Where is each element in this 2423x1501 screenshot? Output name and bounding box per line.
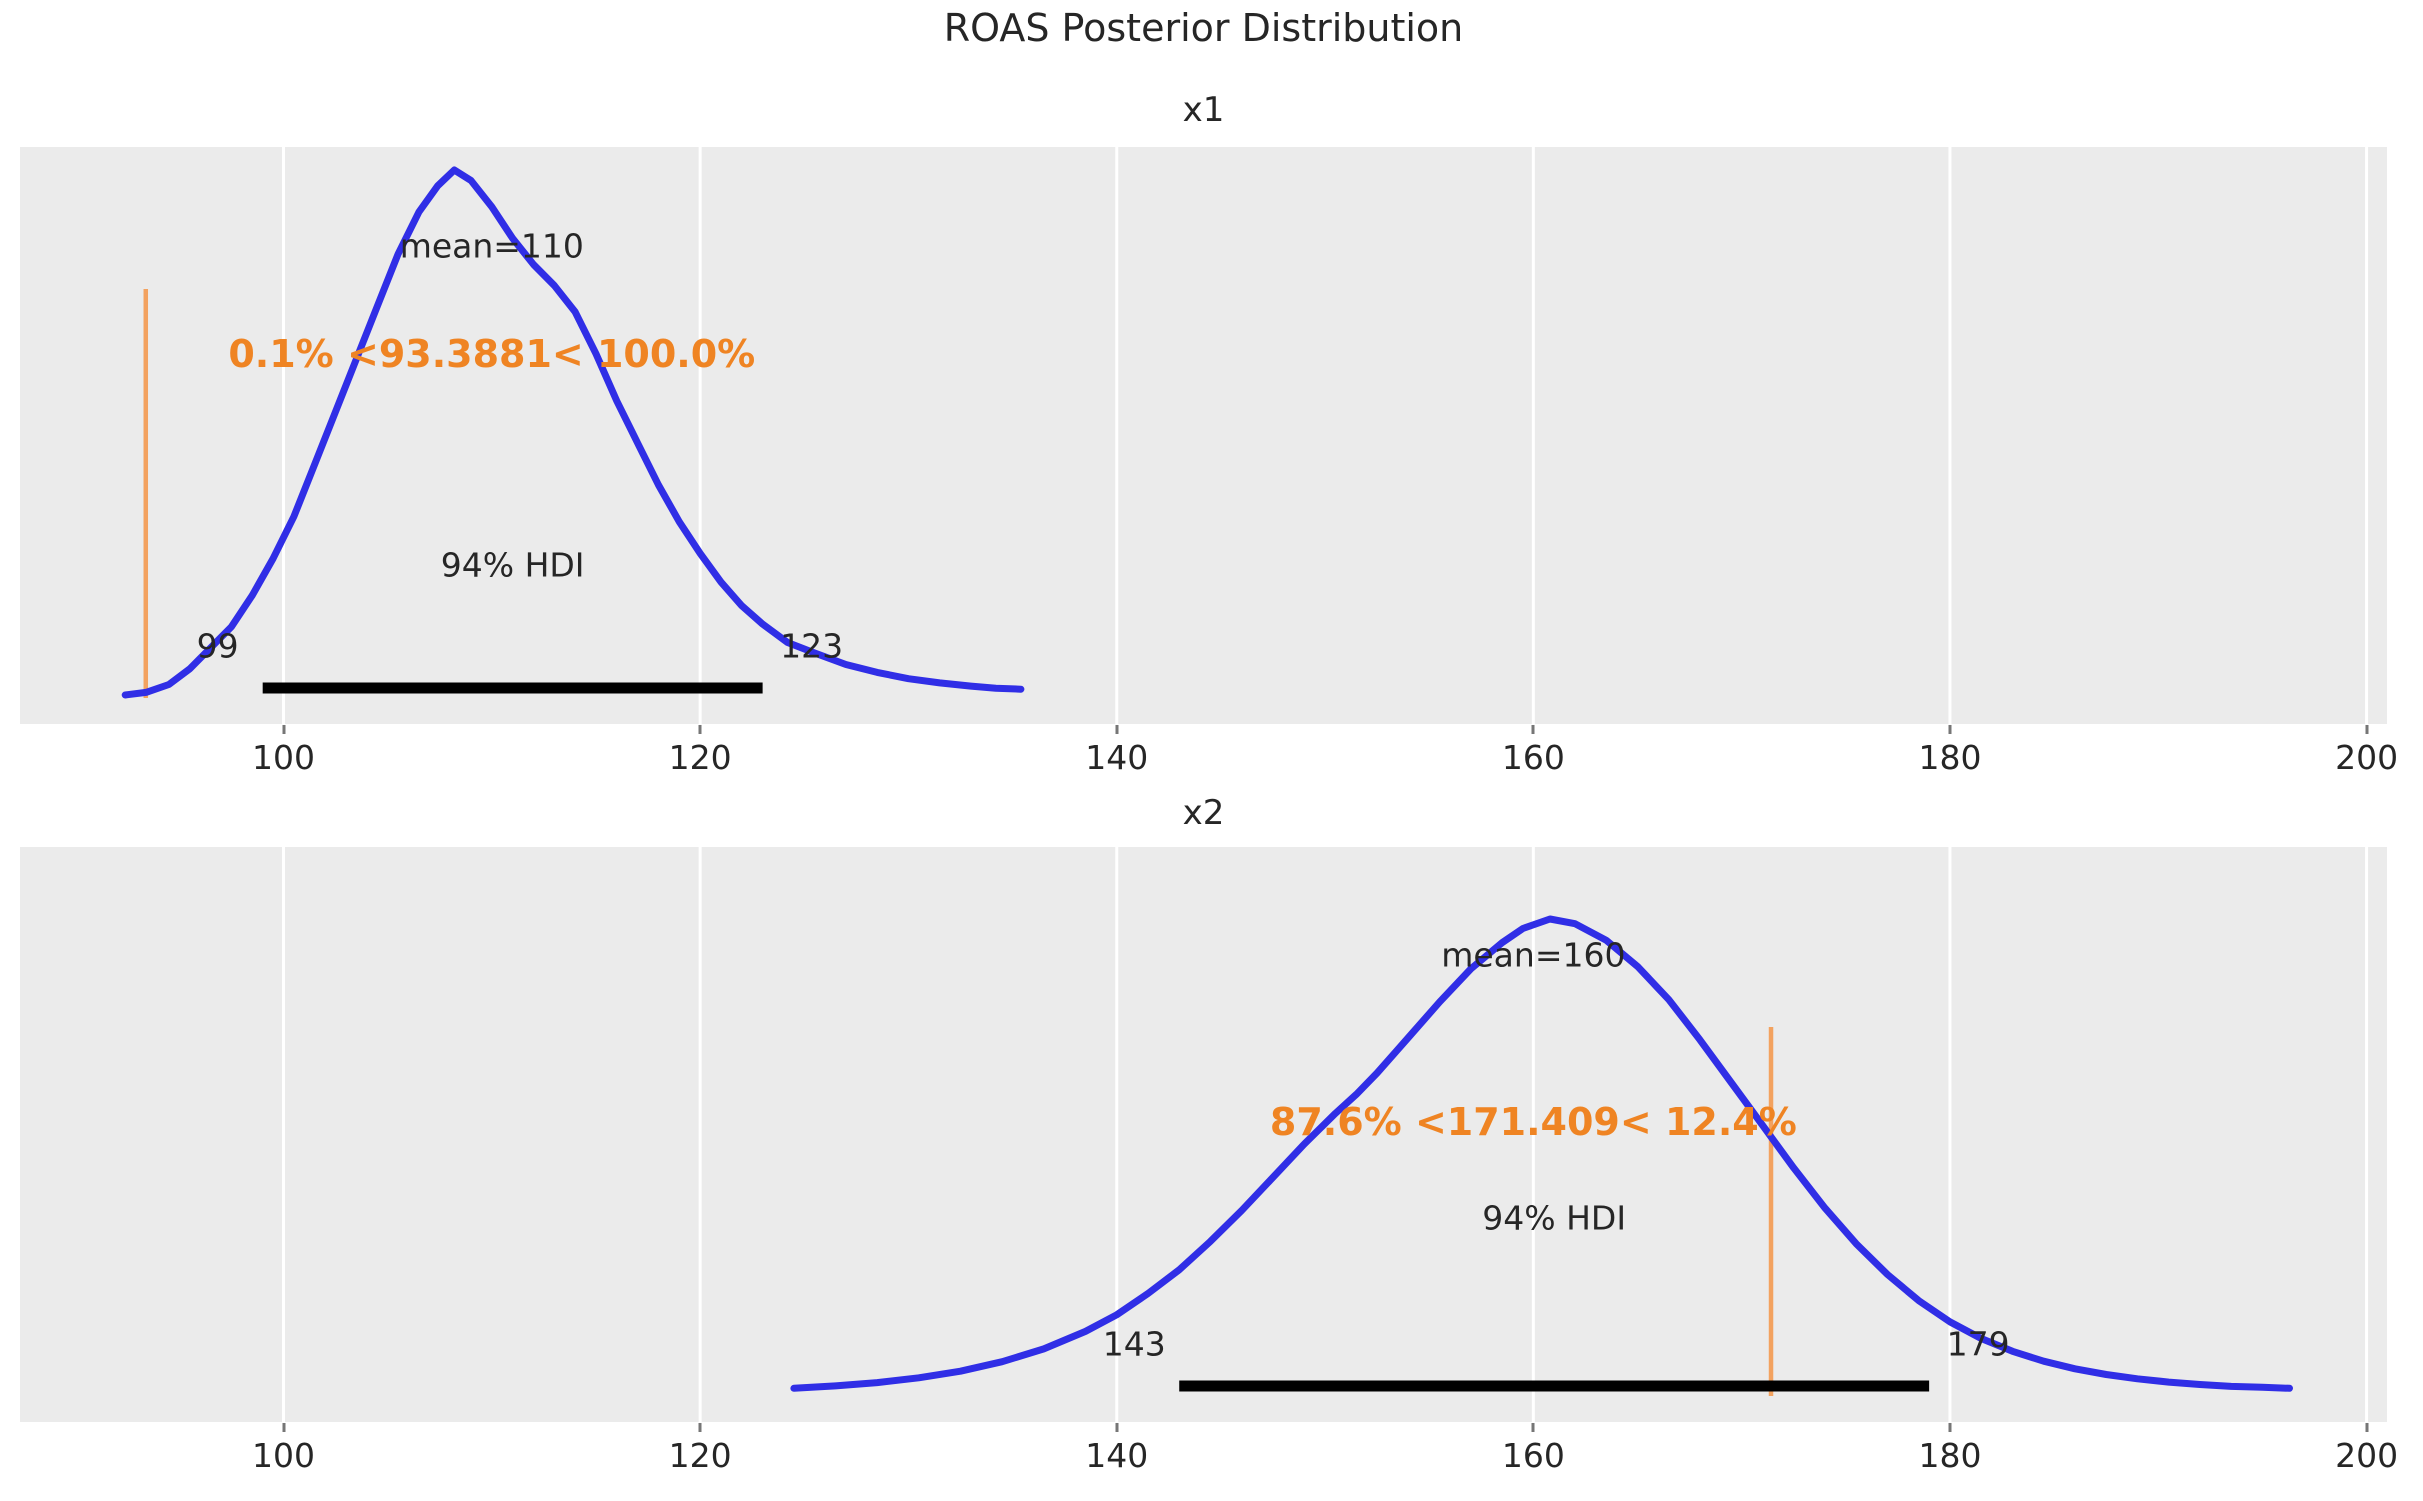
x-tick-label: 120 [668, 1436, 732, 1475]
x-tick-label: 140 [1085, 1436, 1149, 1475]
ref-val-text: 0.1% <93.3881< 100.0% [228, 332, 756, 376]
x-tick-mark [1948, 725, 1952, 734]
subplot-title: x2 [1182, 793, 1225, 833]
kde-curve [121, 166, 1025, 699]
figure-title: ROAS Posterior Distribution [943, 6, 1464, 50]
density-curve-canvas [282, 847, 2369, 1422]
density-curve-canvas [121, 147, 2369, 724]
x-tick-label: 160 [1501, 738, 1565, 777]
x-tick-mark [1115, 1423, 1119, 1432]
x-axis: 100 120 140 160 180 200 [20, 724, 2398, 786]
x-tick-label: 180 [1918, 1436, 1982, 1475]
hdi-interval-label: 94% HDI [1482, 1198, 1627, 1238]
x-tick-label: 200 [2335, 1436, 2399, 1475]
hdi-interval-label: 94% HDI [440, 545, 585, 585]
kde-curve [790, 915, 2293, 1392]
plot-area: mean=110 0.1% <93.3881< 100.0% 94% HDI 9… [20, 147, 2387, 724]
x-tick-label: 200 [2335, 738, 2399, 777]
x-tick-label: 160 [1501, 1436, 1565, 1475]
x-tick-label: 100 [252, 738, 315, 777]
hdi-lower-value: 99 [196, 626, 239, 666]
subplot-title: x1 [1182, 90, 1225, 130]
plot-area: mean=160 87.6% <171.409< 12.4% 94% HDI 1… [20, 847, 2387, 1422]
hdi-upper-value: 123 [780, 626, 844, 666]
x-axis: 100 120 140 160 180 200 [20, 1422, 2398, 1484]
x-tick-mark [1948, 1423, 1952, 1432]
x-tick-mark [2365, 1423, 2369, 1432]
x-tick-mark [1531, 1423, 1535, 1432]
mean-label: mean=110 [399, 226, 584, 266]
x-tick-mark [698, 725, 702, 734]
mean-label: mean=160 [1441, 935, 1626, 975]
x-tick-label: 140 [1085, 738, 1149, 777]
hdi-lower-value: 143 [1102, 1324, 1166, 1364]
x-tick-mark [282, 725, 285, 734]
x-tick-mark [698, 1423, 702, 1432]
x-tick-label: 180 [1918, 738, 1982, 777]
x-tick-label: 120 [668, 738, 732, 777]
x-tick-mark [282, 1423, 285, 1432]
hdi-upper-value: 179 [1946, 1324, 2010, 1364]
ref-val-text: 87.6% <171.409< 12.4% [1269, 1100, 1797, 1144]
x-tick-mark [2365, 725, 2369, 734]
x-tick-mark [1531, 725, 1535, 734]
x-tick-mark [1115, 725, 1119, 734]
x-tick-label: 100 [252, 1436, 315, 1475]
